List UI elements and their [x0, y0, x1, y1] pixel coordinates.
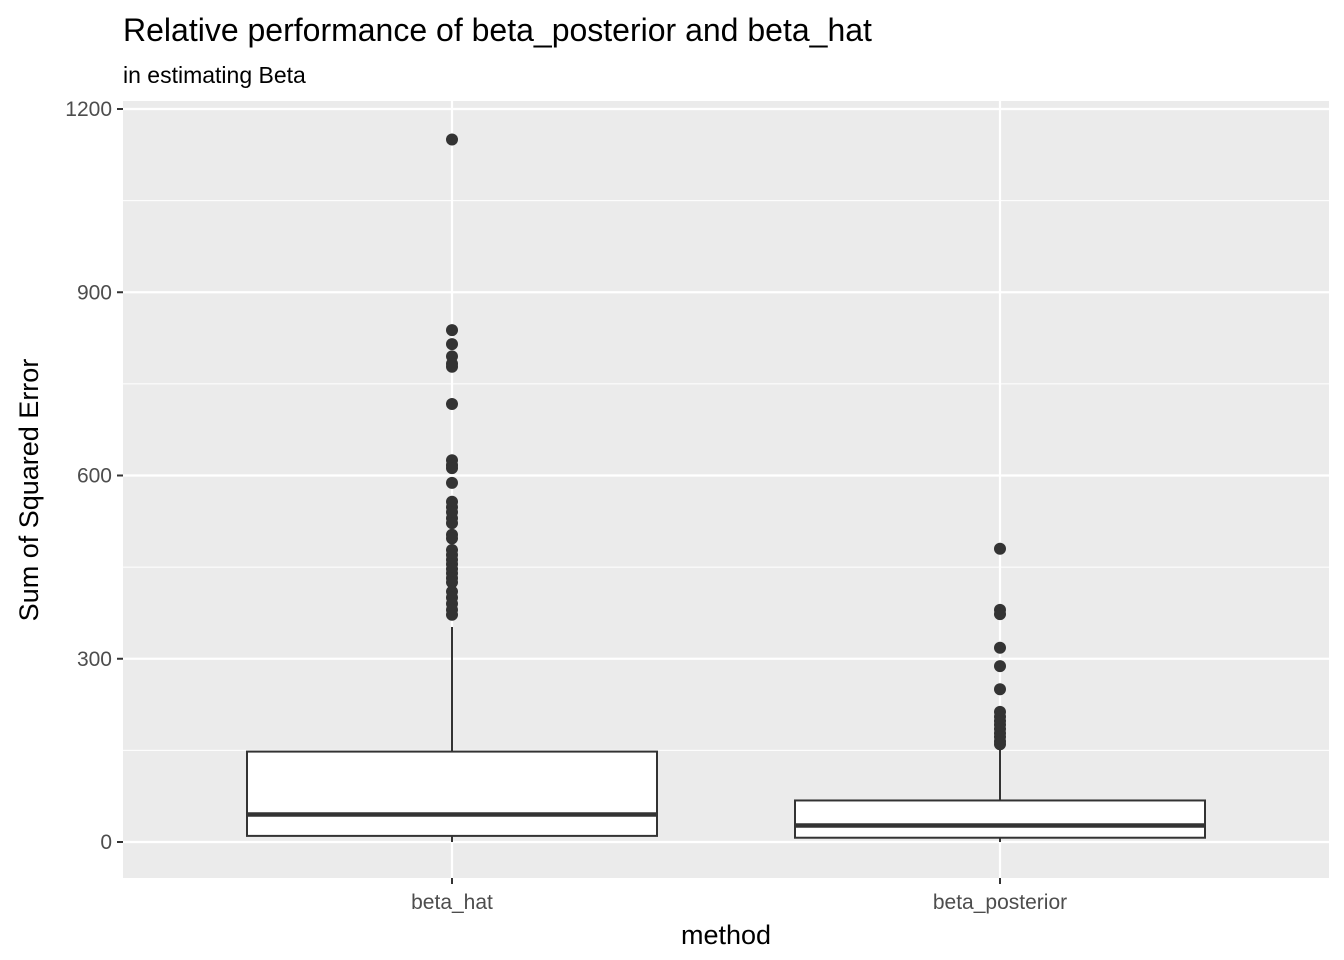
outlier-point — [994, 683, 1006, 696]
outlier-point — [994, 641, 1006, 654]
iqr-box — [794, 799, 1206, 839]
outlier-point — [994, 608, 1006, 621]
chart-subtitle: in estimating Beta — [123, 62, 306, 88]
box-beta_posterior — [794, 745, 1206, 842]
chart-title: Relative performance of beta_posterior a… — [123, 12, 872, 48]
iqr-box — [246, 750, 658, 837]
plot-panel — [123, 101, 1329, 878]
outlier-points — [446, 133, 1006, 751]
outlier-point — [446, 476, 458, 489]
y-tick-label: 900 — [77, 281, 112, 304]
axes: 0 300 600 900 1200 beta_hat beta_posterior — [65, 98, 1067, 914]
outlier-point — [446, 338, 458, 351]
outlier-point — [446, 462, 458, 475]
outlier-point — [446, 517, 458, 530]
outlier-point — [446, 576, 458, 589]
y-axis-title: Sum of Squared Error — [14, 359, 44, 622]
x-tick-label: beta_posterior — [933, 891, 1067, 914]
outlier-point — [446, 398, 458, 411]
y-tick-label: 300 — [77, 648, 112, 671]
y-tick-label: 1200 — [65, 98, 112, 121]
outlier-point — [446, 324, 458, 337]
x-axis-title: method — [681, 920, 771, 950]
box-beta_hat — [246, 626, 658, 842]
y-tick-label: 0 — [100, 831, 112, 854]
outlier-point — [446, 360, 458, 373]
outlier-point — [994, 738, 1006, 751]
outlier-point — [446, 608, 458, 621]
y-tick-label: 600 — [77, 465, 112, 488]
outlier-point — [994, 660, 1006, 673]
x-tick-label: beta_hat — [411, 891, 493, 914]
outlier-point — [446, 532, 458, 545]
outlier-point — [446, 133, 458, 146]
boxes — [246, 626, 1206, 842]
outlier-point — [994, 542, 1006, 555]
